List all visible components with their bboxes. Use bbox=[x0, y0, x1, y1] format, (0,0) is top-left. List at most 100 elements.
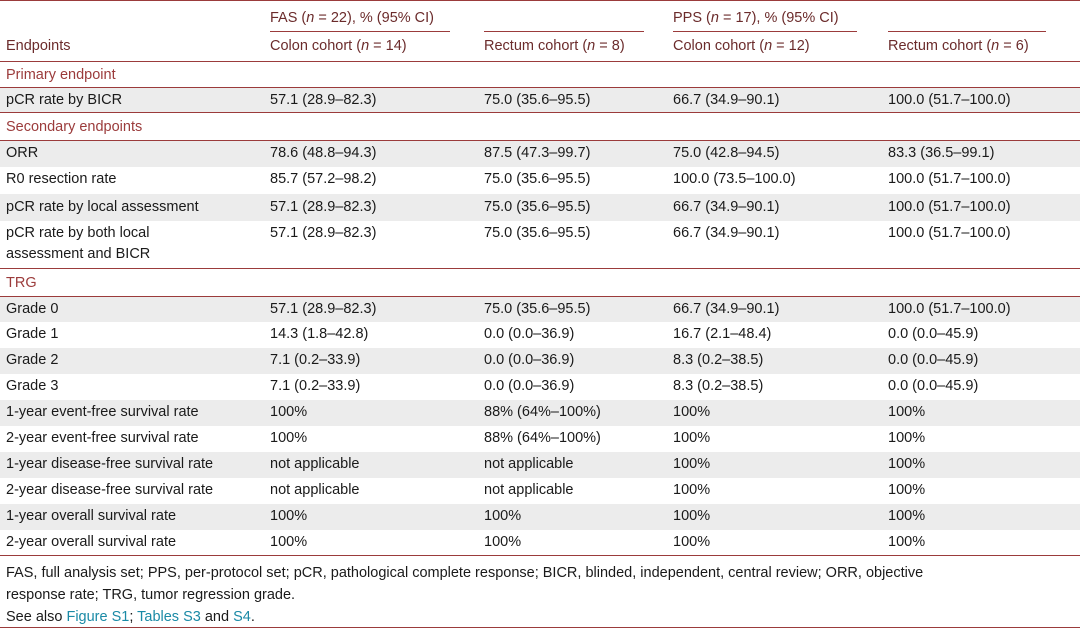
cell-fas-rectum: 0.0 (0.0–36.9) bbox=[484, 378, 575, 394]
table-row-pcr-bicr: pCR rate by BICR 57.1 (28.9–82.3) 75.0 (… bbox=[0, 88, 1080, 112]
cell-fas-rectum: 100% bbox=[484, 534, 522, 550]
row-label-line2: assessment and BICR bbox=[6, 246, 151, 262]
cell-pps-rectum: 100.0 (51.7–100.0) bbox=[888, 225, 1011, 241]
row-label: 1-year overall survival rate bbox=[6, 508, 177, 524]
see-also-separator: ; bbox=[129, 609, 138, 625]
table-row-pcr-both: pCR rate by both local assessment and BIC… bbox=[0, 221, 1080, 268]
figure-s1-link[interactable]: Figure S1 bbox=[66, 609, 130, 625]
row-label: pCR rate by both local assessment and BIC… bbox=[6, 223, 261, 265]
table-top-rule bbox=[0, 0, 1080, 1]
row-label: 2-year disease-free survival rate bbox=[6, 482, 214, 498]
table-row-dfs2: 2-year disease-free survival rate not ap… bbox=[0, 478, 1080, 504]
cell-fas-rectum: 87.5 (47.3–99.7) bbox=[484, 145, 591, 161]
cell-pps-colon: 66.7 (34.9–90.1) bbox=[673, 92, 780, 108]
cell-fas-rectum: 88% (64%–100%) bbox=[484, 404, 601, 420]
col1-n: n bbox=[361, 38, 370, 54]
cell-pps-colon: 66.7 (34.9–90.1) bbox=[673, 225, 780, 241]
cell-fas-colon: 85.7 (57.2–98.2) bbox=[270, 171, 377, 187]
cell-pps-rectum: 83.3 (36.5–99.1) bbox=[888, 145, 995, 161]
col1-suffix: = 14) bbox=[369, 38, 407, 54]
table-row-grade2: Grade 2 7.1 (0.2–33.9) 0.0 (0.0–36.9) 8.… bbox=[0, 348, 1080, 374]
col2-suffix: = 8) bbox=[595, 38, 625, 54]
section-rule bbox=[0, 87, 1080, 88]
table-bottom-rule bbox=[0, 555, 1080, 556]
table-header: FAS (n = 22), % (95% CI) PPS (n = 17), %… bbox=[0, 0, 1080, 62]
fas-rectum-rule bbox=[484, 31, 644, 32]
cell-pps-colon: 100% bbox=[673, 430, 711, 446]
see-also-end: . bbox=[250, 609, 255, 625]
row-label: ORR bbox=[6, 145, 39, 161]
cell-fas-colon: 100% bbox=[270, 534, 308, 550]
table-s4-link[interactable]: S4 bbox=[233, 609, 251, 625]
row-label: Grade 3 bbox=[6, 378, 59, 394]
pps-group-header: PPS (n = 17), % (95% CI) bbox=[673, 10, 839, 26]
cell-fas-colon: 7.1 (0.2–33.9) bbox=[270, 378, 361, 394]
cell-fas-rectum: 100% bbox=[484, 508, 522, 524]
cell-pps-rectum: 100.0 (51.7–100.0) bbox=[888, 171, 1011, 187]
table-footnote: FAS, full analysis set; PPS, per-protoco… bbox=[6, 562, 1074, 628]
table-row-orr: ORR 78.6 (48.8–94.3) 87.5 (47.3–99.7) 75… bbox=[0, 141, 1080, 167]
col4-n: n bbox=[991, 38, 1000, 54]
cell-pps-colon: 66.7 (34.9–90.1) bbox=[673, 199, 780, 215]
pps-group-prefix: PPS ( bbox=[673, 10, 711, 26]
cell-fas-rectum: not applicable bbox=[484, 456, 574, 472]
cell-fas-colon: 57.1 (28.9–82.3) bbox=[270, 225, 377, 241]
cell-pps-rectum: 100% bbox=[888, 508, 926, 524]
pps-group-rule bbox=[673, 31, 857, 32]
row-label: Grade 0 bbox=[6, 301, 59, 317]
col3-suffix: = 12) bbox=[772, 38, 810, 54]
row-label: 1-year event-free survival rate bbox=[6, 404, 199, 420]
cell-pps-colon: 75.0 (42.8–94.5) bbox=[673, 145, 780, 161]
table-row-os2: 2-year overall survival rate 100% 100% 1… bbox=[0, 530, 1080, 555]
cell-pps-colon: 100% bbox=[673, 482, 711, 498]
colon-cohort-pps-header: Colon cohort (n = 12) bbox=[673, 38, 810, 54]
cell-fas-colon: not applicable bbox=[270, 482, 360, 498]
row-label: 1-year disease-free survival rate bbox=[6, 456, 214, 472]
cell-fas-rectum: 75.0 (35.6–95.5) bbox=[484, 301, 591, 317]
cell-pps-colon: 100% bbox=[673, 404, 711, 420]
cell-fas-rectum: 88% (64%–100%) bbox=[484, 430, 601, 446]
row-label: pCR rate by BICR bbox=[6, 92, 123, 108]
cell-fas-rectum: 75.0 (35.6–95.5) bbox=[484, 171, 591, 187]
cell-pps-rectum: 0.0 (0.0–45.9) bbox=[888, 326, 979, 342]
see-also-label: See also bbox=[6, 609, 67, 625]
see-also-line: See also Figure S1; Tables S3 and S4. bbox=[6, 606, 1074, 628]
section-secondary-endpoints: Secondary endpoints bbox=[0, 113, 1080, 140]
footnote-line2: response rate; TRG, tumor regression gra… bbox=[6, 587, 296, 603]
fas-group-header: FAS (n = 22), % (95% CI) bbox=[270, 10, 434, 26]
table-row-grade1: Grade 1 14.3 (1.8–42.8) 0.0 (0.0–36.9) 1… bbox=[0, 322, 1080, 348]
section-label: Primary endpoint bbox=[6, 67, 116, 83]
fas-group-suffix: = 22), % (95% CI) bbox=[314, 10, 435, 26]
cell-pps-rectum: 0.0 (0.0–45.9) bbox=[888, 352, 979, 368]
cell-fas-colon: 57.1 (28.9–82.3) bbox=[270, 199, 377, 215]
table-row-dfs1: 1-year disease-free survival rate not ap… bbox=[0, 452, 1080, 478]
tables-s3-link[interactable]: Tables S3 bbox=[137, 609, 201, 625]
cell-pps-rectum: 100.0 (51.7–100.0) bbox=[888, 199, 1011, 215]
cell-fas-colon: not applicable bbox=[270, 456, 360, 472]
section-rule bbox=[0, 296, 1080, 297]
cell-pps-colon: 8.3 (0.2–38.5) bbox=[673, 378, 764, 394]
row-label: 2-year event-free survival rate bbox=[6, 430, 199, 446]
table-row-efs1: 1-year event-free survival rate 100% 88%… bbox=[0, 400, 1080, 426]
table-row-grade3: Grade 3 7.1 (0.2–33.9) 0.0 (0.0–36.9) 8.… bbox=[0, 374, 1080, 400]
colon-cohort-fas-header: Colon cohort (n = 14) bbox=[270, 38, 407, 54]
row-label-line1: pCR rate by both local bbox=[6, 225, 150, 241]
cell-fas-colon: 14.3 (1.8–42.8) bbox=[270, 326, 369, 342]
cell-fas-rectum: 0.0 (0.0–36.9) bbox=[484, 352, 575, 368]
row-label: R0 resection rate bbox=[6, 171, 117, 187]
rectum-cohort-pps-header: Rectum cohort (n = 6) bbox=[888, 38, 1029, 54]
cell-pps-rectum: 100% bbox=[888, 456, 926, 472]
col3-prefix: Colon cohort ( bbox=[673, 38, 765, 54]
cell-pps-colon: 100% bbox=[673, 534, 711, 550]
fas-group-n: n bbox=[306, 10, 315, 26]
cell-fas-colon: 100% bbox=[270, 508, 308, 524]
cell-pps-colon: 100% bbox=[673, 456, 711, 472]
col4-suffix: = 6) bbox=[999, 38, 1029, 54]
fas-group-rule bbox=[270, 31, 450, 32]
pps-rectum-rule bbox=[888, 31, 1046, 32]
col4-prefix: Rectum cohort ( bbox=[888, 38, 992, 54]
section-rule bbox=[0, 268, 1080, 269]
section-rule bbox=[0, 140, 1080, 141]
col2-prefix: Rectum cohort ( bbox=[484, 38, 588, 54]
cell-pps-colon: 100% bbox=[673, 508, 711, 524]
